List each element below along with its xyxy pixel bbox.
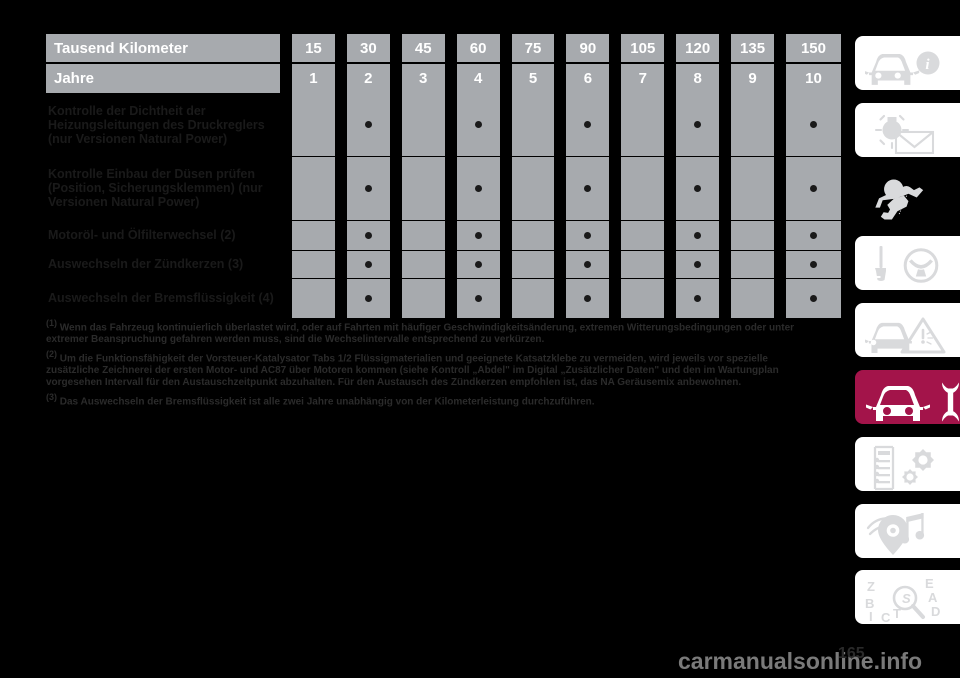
- svg-text:A: A: [928, 590, 938, 605]
- svg-text:I: I: [869, 609, 873, 624]
- svg-text:C: C: [881, 610, 891, 624]
- svg-text:S: S: [902, 591, 911, 606]
- svg-text:D: D: [931, 604, 940, 619]
- svg-text:Z: Z: [867, 579, 875, 594]
